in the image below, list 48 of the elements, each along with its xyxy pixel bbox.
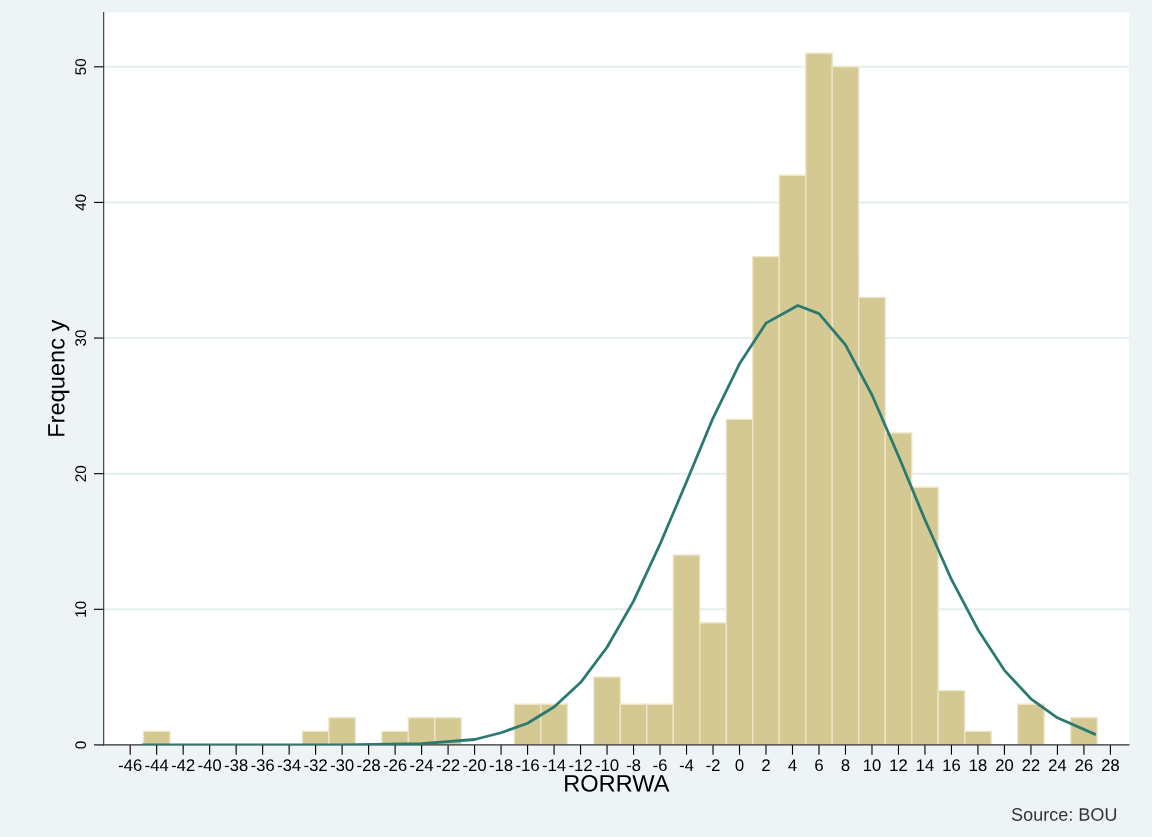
y-tick-label: 50: [75, 58, 87, 75]
x-tick-label: -22: [436, 759, 460, 771]
line-series: [142, 304, 1096, 745]
x-tick-label: -36: [251, 759, 274, 772]
x-tick-label: -34: [277, 759, 301, 772]
x-tick-label: -16: [516, 759, 539, 772]
x-tick-label: -38: [224, 759, 248, 772]
x-tick-label: -30: [330, 759, 354, 772]
x-tick-label: -42: [171, 759, 195, 771]
x-tick-label: -20: [463, 759, 486, 772]
x-tick-label: -10: [595, 759, 619, 772]
y-tick-label: 10: [75, 601, 87, 617]
x-tick-label: 24: [1049, 759, 1067, 771]
x-tick-label: 20: [996, 759, 1014, 772]
x-tick-label: -28: [357, 759, 380, 772]
x-tick-label: 28: [1101, 759, 1119, 772]
x-tick-label: -8: [626, 759, 641, 772]
x-tick-label: 2: [762, 759, 770, 771]
x-tick-label: -6: [653, 759, 667, 772]
x-tick-label: 10: [863, 759, 881, 772]
x-tick-label: 12: [890, 759, 907, 771]
x-tick-label: -32: [304, 759, 327, 772]
x-tick-label: 14: [916, 759, 934, 771]
x-tick-label: -4: [679, 759, 694, 771]
x-tick-label: -18: [489, 759, 513, 772]
x-tick-label: 0: [735, 759, 744, 772]
x-tick-label: 4: [788, 759, 797, 771]
x-tick-label: 8: [841, 759, 850, 772]
y-tick-label: 40: [75, 194, 87, 211]
x-tick-label: -14: [542, 759, 566, 771]
y-tick-label: 30: [75, 330, 87, 346]
x-tick-label: -12: [569, 759, 592, 771]
x-tick-label: 22: [1022, 759, 1040, 771]
x-tick-label: 16: [943, 759, 960, 772]
x-tick-label: -44: [145, 759, 169, 771]
x-tick-label: -40: [198, 759, 222, 772]
x-tick-label: -26: [383, 759, 407, 772]
x-tick-label: -46: [118, 759, 142, 772]
x-tick-label: -24: [410, 759, 434, 771]
x-tick-label: 18: [969, 759, 987, 772]
x-tick-label: 26: [1075, 759, 1093, 772]
y-tick-label: 0: [75, 741, 87, 749]
y-axis-title: Frequenc y: [48, 319, 70, 436]
y-tick-label: 20: [75, 465, 87, 482]
x-tick-label: -2: [706, 759, 720, 771]
source-note: Source: BOU: [1011, 808, 1117, 821]
x-tick-label: 6: [815, 759, 823, 772]
x-axis-title: RORRWA: [565, 774, 670, 792]
